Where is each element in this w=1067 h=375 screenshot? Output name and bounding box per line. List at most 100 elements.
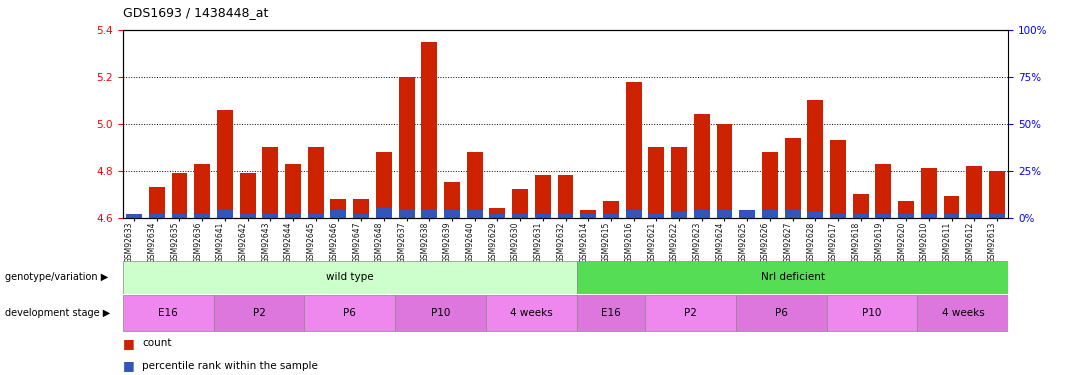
- Bar: [399, 77, 414, 218]
- Bar: [535, 214, 551, 217]
- Bar: [762, 210, 778, 218]
- Bar: [694, 114, 710, 218]
- Bar: [808, 100, 824, 218]
- Bar: [123, 295, 213, 331]
- Bar: [123, 261, 577, 294]
- Bar: [126, 214, 142, 217]
- Text: ■: ■: [123, 359, 134, 372]
- Bar: [649, 147, 665, 218]
- Bar: [512, 189, 528, 217]
- Text: E16: E16: [601, 308, 621, 318]
- Bar: [535, 175, 551, 217]
- Bar: [943, 214, 959, 217]
- Text: P6: P6: [775, 308, 787, 318]
- Bar: [490, 214, 506, 217]
- Bar: [875, 214, 891, 217]
- Bar: [603, 201, 619, 217]
- Bar: [217, 210, 233, 218]
- Bar: [694, 210, 710, 218]
- Bar: [148, 187, 164, 218]
- Bar: [739, 210, 755, 218]
- Bar: [784, 138, 800, 218]
- Bar: [285, 164, 301, 218]
- Text: Nrl deficient: Nrl deficient: [761, 273, 825, 282]
- Text: 4 weeks: 4 weeks: [941, 308, 984, 318]
- Bar: [331, 199, 347, 217]
- Bar: [444, 182, 460, 218]
- Bar: [644, 295, 736, 331]
- Bar: [853, 214, 869, 217]
- Bar: [240, 214, 256, 217]
- Bar: [558, 214, 573, 217]
- Bar: [808, 212, 824, 217]
- Text: count: count: [142, 338, 172, 348]
- Bar: [376, 152, 392, 217]
- Bar: [466, 210, 482, 218]
- Bar: [625, 210, 641, 218]
- Bar: [577, 261, 1008, 294]
- Bar: [217, 110, 233, 218]
- Bar: [126, 215, 142, 217]
- Bar: [784, 210, 800, 218]
- Bar: [213, 295, 304, 331]
- Text: P10: P10: [431, 308, 450, 318]
- Bar: [194, 214, 210, 217]
- Bar: [262, 214, 278, 217]
- Bar: [307, 214, 323, 217]
- Bar: [921, 214, 937, 217]
- Bar: [444, 210, 460, 218]
- Bar: [649, 214, 665, 217]
- Bar: [285, 214, 301, 217]
- Bar: [148, 214, 164, 217]
- Bar: [736, 295, 827, 331]
- Bar: [827, 295, 918, 331]
- Bar: [421, 210, 437, 218]
- Bar: [830, 214, 846, 217]
- Text: development stage ▶: development stage ▶: [5, 308, 111, 318]
- Bar: [558, 175, 573, 217]
- Bar: [603, 214, 619, 217]
- Bar: [194, 164, 210, 218]
- Bar: [395, 295, 487, 331]
- Bar: [487, 295, 577, 331]
- Bar: [307, 147, 323, 218]
- Bar: [580, 214, 596, 217]
- Text: E16: E16: [158, 308, 178, 318]
- Bar: [967, 166, 983, 218]
- Bar: [577, 295, 644, 331]
- Bar: [898, 201, 914, 217]
- Text: P2: P2: [253, 308, 266, 318]
- Bar: [512, 214, 528, 217]
- Bar: [490, 208, 506, 218]
- Text: ■: ■: [123, 337, 134, 350]
- Text: 4 weeks: 4 weeks: [510, 308, 553, 318]
- Bar: [421, 42, 437, 218]
- Bar: [875, 164, 891, 218]
- Bar: [921, 168, 937, 217]
- Bar: [717, 210, 732, 218]
- Bar: [739, 210, 755, 218]
- Bar: [353, 214, 369, 217]
- Bar: [625, 82, 641, 218]
- Text: P10: P10: [862, 308, 881, 318]
- Bar: [466, 152, 482, 217]
- Bar: [240, 173, 256, 217]
- Bar: [989, 214, 1005, 217]
- Bar: [331, 210, 347, 218]
- Bar: [918, 295, 1008, 331]
- Text: P2: P2: [684, 308, 697, 318]
- Bar: [671, 147, 687, 218]
- Text: percentile rank within the sample: percentile rank within the sample: [142, 361, 318, 370]
- Text: wild type: wild type: [327, 273, 373, 282]
- Bar: [762, 152, 778, 217]
- Bar: [172, 214, 188, 217]
- Text: GDS1693 / 1438448_at: GDS1693 / 1438448_at: [123, 6, 268, 19]
- Bar: [671, 212, 687, 217]
- Text: P6: P6: [344, 308, 356, 318]
- Bar: [304, 295, 395, 331]
- Bar: [967, 214, 983, 217]
- Text: genotype/variation ▶: genotype/variation ▶: [5, 273, 109, 282]
- Bar: [376, 208, 392, 218]
- Bar: [717, 124, 732, 218]
- Bar: [580, 210, 596, 218]
